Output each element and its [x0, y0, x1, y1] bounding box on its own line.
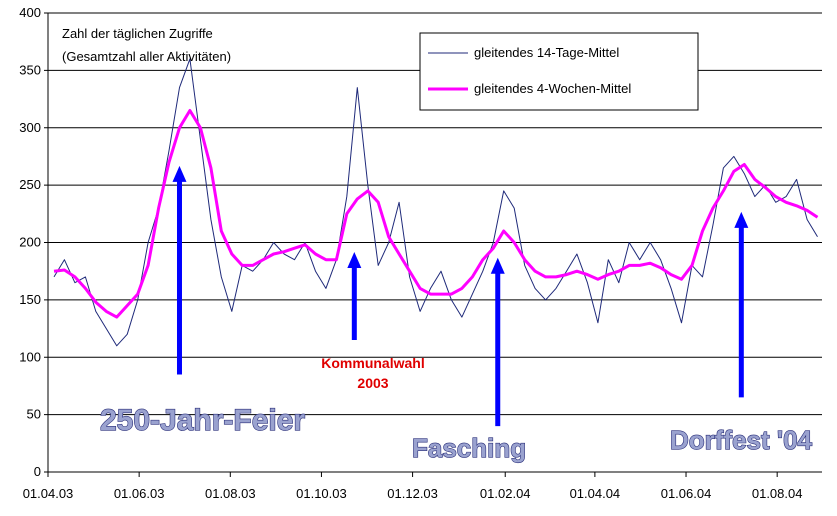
legend-label-14day: gleitendes 14-Tage-Mittel: [474, 45, 619, 60]
x-tick-labels: 01.04.03 01.06.03 01.08.03 01.10.03 01.12.03…: [23, 472, 803, 501]
event-labels: 250-Jahr-Feier Fasching Dorffest '04 Kommun…: [99, 355, 813, 464]
event-label-kommunalwahl-year: 2003: [357, 375, 388, 391]
x-tick-label: 01.08.03: [205, 486, 256, 501]
y-tick-label: 250: [19, 177, 41, 192]
event-label-fasching: Fasching: [412, 433, 526, 463]
event-label-kommunalwahl: Kommunalwahl: [321, 355, 424, 371]
event-label-dorffest: Dorffest '04: [670, 425, 813, 455]
chart-title: Zahl der täglichen Zugriffe: [62, 26, 213, 41]
event-arrows: [172, 165, 749, 427]
event-arrow-250-jahr-feier: [172, 165, 187, 375]
x-tick-label: 01.06.04: [661, 486, 712, 501]
legend-box: [419, 32, 699, 111]
x-tick-label: 01.04.03: [23, 486, 74, 501]
y-tick-label: 350: [19, 62, 41, 77]
y-tick-label: 300: [19, 120, 41, 135]
event-arrow-fasching: [490, 257, 505, 427]
y-tick-label: 0: [34, 464, 41, 479]
y-tick-labels: 0 50 100 150 200 250 300 350 400: [19, 5, 48, 479]
x-tick-label: 01.02.04: [480, 486, 531, 501]
series-line-14day: [53, 58, 818, 347]
legend-label-4week: gleitendes 4-Wochen-Mittel: [474, 81, 631, 96]
y-tick-label: 200: [19, 235, 41, 250]
y-tick-label: 400: [19, 5, 41, 20]
series-lines: [53, 58, 819, 347]
series-line-4week: [53, 109, 819, 319]
event-arrow-kommunalwahl: [347, 251, 362, 341]
x-tick-label: 01.10.03: [296, 486, 347, 501]
event-label-250-jahr-feier: 250-Jahr-Feier: [100, 404, 305, 437]
x-tick-label: 01.08.04: [752, 486, 803, 501]
legend: gleitendes 14-Tage-Mittel gleitendes 4-W…: [419, 32, 699, 111]
y-tick-label: 150: [19, 292, 41, 307]
x-tick-label: 01.04.04: [570, 486, 621, 501]
x-tick-label: 01.12.03: [387, 486, 438, 501]
y-tick-label: 50: [27, 407, 41, 422]
chart-subtitle: (Gesamtzahl aller Aktivitäten): [62, 49, 231, 64]
event-arrow-dorffest: [734, 211, 749, 398]
x-tick-label: 01.06.03: [114, 486, 165, 501]
y-tick-label: 100: [19, 349, 41, 364]
